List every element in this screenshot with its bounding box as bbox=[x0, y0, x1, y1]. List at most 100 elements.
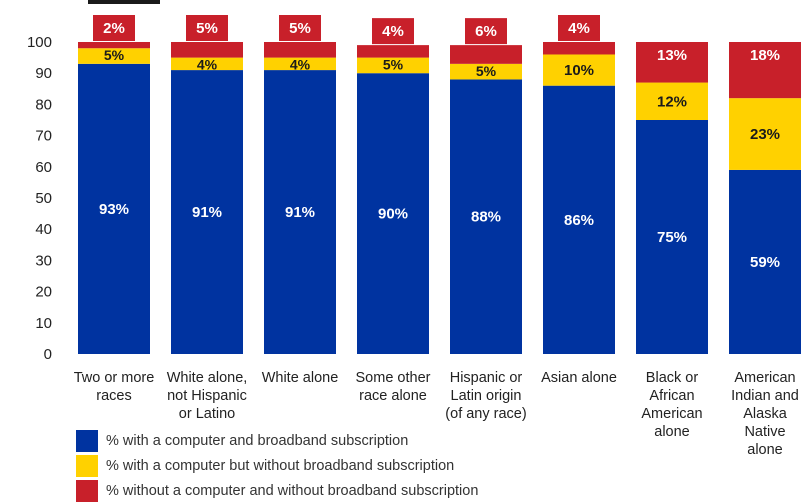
x-category-label: American Indian and Alaska Native alone bbox=[715, 369, 805, 459]
bar-segment bbox=[636, 82, 708, 120]
bar-segment bbox=[171, 42, 243, 58]
x-category-line: Two or more bbox=[73, 370, 155, 386]
x-category-line: White alone bbox=[261, 370, 339, 386]
bar-segment bbox=[357, 73, 429, 354]
title-fragment bbox=[88, 0, 160, 4]
x-category-line: Some other bbox=[355, 370, 431, 386]
data-label: 91% bbox=[192, 204, 222, 221]
legend-swatch-broadband bbox=[76, 429, 98, 452]
legend-label-broadband: % with a computer and broadband subscrip… bbox=[106, 432, 409, 449]
x-category-line: African bbox=[649, 388, 695, 404]
data-label: 5% bbox=[289, 20, 311, 37]
x-category-line: Black or bbox=[645, 370, 699, 386]
data-label: 5% bbox=[104, 47, 125, 63]
x-category-label: Black or African American alone bbox=[622, 369, 722, 441]
x-category-line: Alaska bbox=[743, 406, 787, 422]
x-category-line: Hispanic or bbox=[449, 370, 523, 386]
legend-swatch-no-broadband bbox=[76, 454, 98, 477]
data-label: 5% bbox=[383, 57, 404, 73]
bar-segment bbox=[264, 70, 336, 354]
y-tick-label: 60 bbox=[35, 159, 52, 176]
bar-segment bbox=[636, 120, 708, 354]
x-category-label: White alone, not Hispanic or Latino bbox=[157, 369, 257, 423]
data-label: 59% bbox=[750, 254, 780, 271]
legend-item-broadband: % with a computer and broadband subscrip… bbox=[76, 428, 478, 453]
legend-label-no-broadband: % with a computer but without broadband … bbox=[106, 457, 455, 474]
data-labels: 93% 5% 2% 91% 4% 5% 91% 4% 5% 90% 5% 4% 88% 5% 6% 86% 10… bbox=[99, 20, 780, 271]
x-category-line: Latin origin bbox=[450, 388, 522, 404]
data-label: 18% bbox=[750, 47, 780, 64]
legend-item-no-broadband: % with a computer but without broadband … bbox=[76, 453, 478, 478]
y-tick-label: 20 bbox=[35, 284, 52, 301]
x-category-label: Hispanic or Latin origin (of any race) bbox=[436, 369, 536, 423]
x-category-line: Native bbox=[744, 424, 786, 440]
bar-segment bbox=[450, 45, 522, 64]
y-tick-label: 80 bbox=[35, 96, 52, 113]
bar-segment bbox=[450, 79, 522, 354]
data-label: 2% bbox=[103, 20, 125, 37]
data-label: 88% bbox=[471, 209, 501, 226]
data-label: 91% bbox=[285, 204, 315, 221]
y-tick-label: 0 bbox=[44, 346, 52, 363]
bar-segment bbox=[357, 57, 429, 74]
bar-segment bbox=[636, 42, 708, 83]
bar-segment bbox=[78, 63, 150, 355]
bar-segment bbox=[543, 42, 615, 55]
y-tick-label: 100 bbox=[27, 34, 52, 51]
bar-segment bbox=[729, 42, 801, 99]
legend-item-no-computer: % without a computer and without broadba… bbox=[76, 478, 478, 503]
x-category-label: White alone bbox=[250, 369, 350, 387]
legend: % with a computer and broadband subscrip… bbox=[76, 428, 478, 503]
bar-segment bbox=[450, 63, 522, 80]
data-label: 4% bbox=[568, 20, 590, 37]
y-tick-label: 70 bbox=[35, 128, 52, 145]
data-label: 5% bbox=[476, 63, 497, 79]
data-label-badge bbox=[372, 18, 414, 45]
y-axis: 0 10 20 30 40 50 60 70 80 90 100 bbox=[27, 34, 52, 363]
x-category-line: (of any race) bbox=[445, 406, 527, 422]
data-label: 5% bbox=[196, 20, 218, 37]
x-category-line: races bbox=[96, 388, 132, 404]
x-category-line: American bbox=[641, 406, 703, 422]
x-category-line: Asian alone bbox=[541, 370, 617, 386]
data-label-badge bbox=[465, 18, 507, 45]
legend-label-no-computer: % without a computer and without broadba… bbox=[106, 482, 479, 499]
data-label: 12% bbox=[657, 93, 687, 110]
data-label: 86% bbox=[564, 212, 594, 229]
bar-segment bbox=[729, 169, 801, 354]
data-label-badge bbox=[558, 15, 600, 41]
data-label: 4% bbox=[197, 57, 218, 73]
data-label: 93% bbox=[99, 201, 129, 218]
x-category-line: alone bbox=[747, 442, 783, 458]
data-label: 4% bbox=[290, 57, 311, 73]
bar-segment bbox=[78, 42, 150, 49]
data-label: 90% bbox=[378, 206, 408, 223]
x-category-line: American bbox=[734, 370, 796, 386]
y-tick-label: 30 bbox=[35, 252, 52, 269]
bar-segment bbox=[171, 70, 243, 354]
y-tick-label: 50 bbox=[35, 190, 52, 207]
data-label: 75% bbox=[657, 229, 687, 246]
y-tick-label: 10 bbox=[35, 315, 52, 332]
bars bbox=[78, 15, 801, 355]
bar-segment bbox=[264, 57, 336, 71]
data-label: 4% bbox=[382, 23, 404, 40]
x-category-label: Some other race alone bbox=[343, 369, 443, 405]
x-category-line: not Hispanic bbox=[167, 388, 247, 404]
bar-segment bbox=[264, 42, 336, 58]
bar-segment bbox=[171, 57, 243, 71]
legend-swatch-no-computer bbox=[76, 479, 98, 502]
bar-segment bbox=[729, 98, 801, 170]
x-category-line: race alone bbox=[359, 388, 427, 404]
y-tick-label: 40 bbox=[35, 221, 52, 238]
data-label-badge bbox=[93, 15, 135, 41]
bar-segment bbox=[357, 45, 429, 58]
data-label: 6% bbox=[475, 23, 497, 40]
x-category-line: Indian and bbox=[731, 388, 799, 404]
bar-segment bbox=[543, 85, 615, 355]
data-label: 10% bbox=[564, 62, 594, 79]
data-label: 13% bbox=[657, 47, 687, 64]
x-category-line: or Latino bbox=[178, 406, 236, 422]
data-label-badge bbox=[279, 15, 321, 41]
